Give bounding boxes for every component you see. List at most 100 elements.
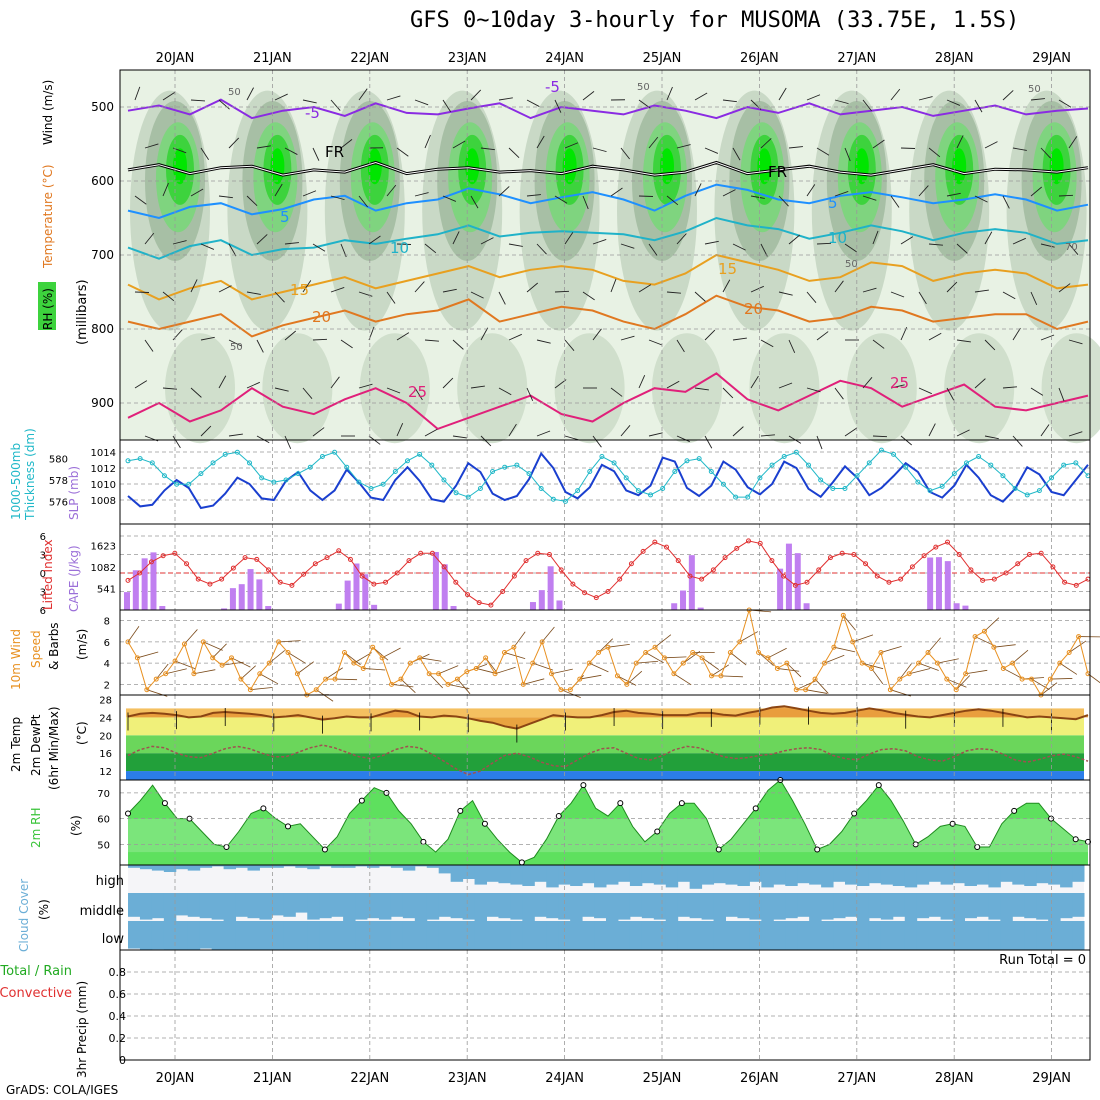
wind10m-point: [567, 687, 573, 693]
wind-barb: [1040, 334, 1055, 341]
cloud-middle-cell: [151, 893, 165, 919]
li-point: [1003, 570, 1009, 576]
wind10m-point: [934, 660, 940, 666]
rh-band-green3: [562, 148, 577, 185]
cloud-high-cell: [1024, 865, 1037, 886]
wind10m-barb: [335, 678, 358, 681]
li-point: [546, 552, 552, 557]
wind-barb: [974, 378, 986, 389]
wind-barb: [778, 291, 793, 296]
wind10m-barb: [513, 631, 526, 648]
wind10m-point: [163, 671, 169, 677]
wind10m-point: [652, 644, 658, 650]
wind-barb: [984, 141, 998, 149]
wind-barb: [704, 435, 713, 449]
cape-bar: [441, 564, 448, 610]
li-point: [816, 567, 822, 573]
wind-barb: [1030, 186, 1043, 197]
cloud-low-cell: [187, 921, 201, 950]
wind-barb: [386, 387, 401, 394]
wind-barb: [246, 195, 258, 207]
cloud-middle-cell: [283, 893, 296, 917]
cape-bar: [132, 570, 139, 610]
wind-barb: [928, 243, 943, 246]
cloud-low-cell: [355, 921, 368, 950]
li-tick: 0: [40, 569, 46, 580]
cloud-high-cell: [450, 865, 464, 882]
wind-barb: [396, 332, 410, 341]
wind10m-point: [887, 687, 893, 693]
slp-tick: 1010: [91, 480, 116, 491]
cloud-low-cell: [474, 921, 487, 950]
rh2m-point: [125, 810, 131, 817]
wind-barb: [508, 333, 522, 341]
cloud-middle-cell: [438, 893, 452, 917]
contour-label: FR: [768, 163, 787, 181]
wind-barb: [134, 86, 141, 101]
cloud-middle-cell: [462, 893, 476, 920]
li-point: [371, 581, 377, 587]
wind10m-point: [643, 650, 649, 655]
thickness-point: [587, 468, 593, 474]
thickness-point: [526, 471, 532, 477]
thickness-point: [1000, 473, 1006, 479]
date-label-top: 25JAN: [643, 51, 682, 66]
cloud-high-cell: [1036, 865, 1049, 884]
wind-barb: [918, 185, 929, 197]
wind10m-barb: [589, 662, 609, 673]
wind-barb: [666, 291, 681, 294]
cloud-middle-cell: [343, 893, 356, 921]
date-label-top: 28JAN: [935, 51, 974, 66]
wind10m-point: [181, 641, 187, 647]
wind-barb: [442, 288, 457, 293]
cloud-middle-cell: [175, 893, 189, 916]
wind10m-point: [530, 660, 536, 666]
cloud-high-cell: [833, 865, 846, 882]
contour-label: 25: [408, 383, 427, 401]
cloud-middle-cell: [211, 893, 225, 920]
wind-barb: [498, 97, 513, 101]
cape-bar: [256, 579, 263, 610]
wind-barb: [806, 387, 821, 393]
cloud-middle-cell: [402, 893, 416, 919]
cloud-middle-cell: [271, 893, 284, 916]
cloud-high-cell: [749, 865, 762, 882]
wind-barb: [900, 236, 914, 245]
cloud-high-cell: [689, 865, 703, 889]
cloud-high-cell: [414, 865, 428, 867]
temp-tick: 20: [99, 731, 112, 742]
wind10m-barb: [767, 647, 787, 659]
grads-credit: GrADS: COLA/IGES: [6, 1083, 119, 1097]
wind10m-barb: [598, 638, 614, 653]
thickness-point: [417, 451, 423, 457]
cloud-high-cell: [821, 865, 834, 888]
li-point: [605, 589, 611, 594]
rh2m-point: [420, 838, 427, 845]
thickness-point: [648, 492, 654, 498]
wind-barb: [732, 147, 741, 161]
contour-label: 10: [390, 239, 409, 257]
wind-barb: [414, 192, 429, 197]
wind-barb: [928, 147, 941, 158]
cloud-low-cell: [283, 921, 296, 950]
wind10m-point: [379, 655, 385, 661]
upper-ytick: 700: [91, 248, 114, 262]
thickness-point: [562, 498, 568, 504]
wind-barb: [284, 435, 292, 449]
wind-barb: [526, 99, 540, 107]
cape-bar: [927, 557, 934, 610]
li-point: [1073, 582, 1079, 588]
thickness-point: [441, 477, 447, 483]
wind-barb: [704, 329, 716, 341]
rh-band-green3: [952, 148, 967, 185]
wind10m-point: [191, 671, 197, 677]
cloud-middle-cell: [916, 893, 930, 919]
rh2m-label: 2m RH: [29, 808, 43, 849]
cloud-middle-cell: [1024, 893, 1037, 919]
li-point: [277, 579, 283, 585]
wind10m-label-3: & Barbs: [47, 622, 61, 670]
wind-barb: [302, 280, 312, 293]
wind-barb: [676, 233, 687, 245]
date-label-top: 27JAN: [837, 51, 876, 66]
